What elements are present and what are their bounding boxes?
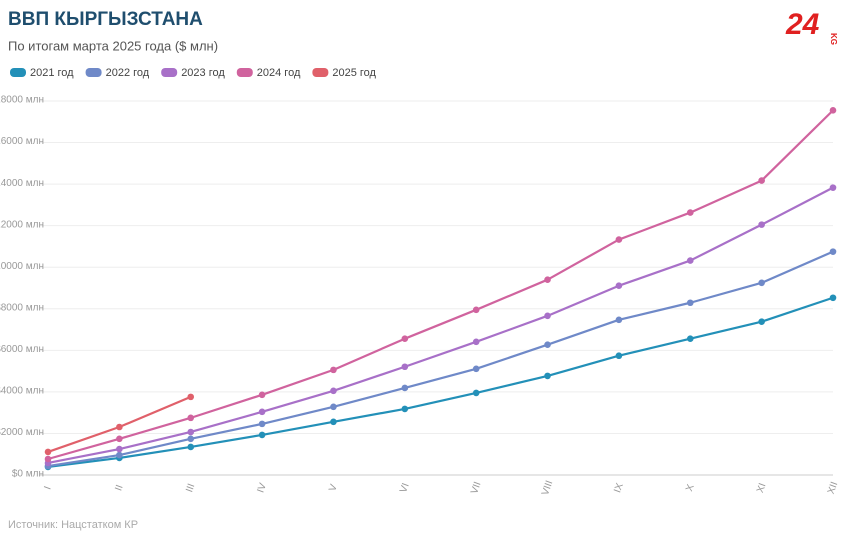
data-point [758, 318, 765, 325]
data-point [330, 418, 337, 426]
x-tick-label: IX [612, 481, 626, 494]
data-point [615, 236, 623, 243]
data-point [258, 408, 266, 416]
data-point [472, 338, 480, 346]
data-point [401, 384, 409, 392]
series-line [47, 109, 834, 461]
data-point [829, 294, 837, 302]
data-point [116, 435, 123, 443]
data-point [258, 431, 266, 439]
data-point [401, 405, 409, 413]
data-point [116, 445, 123, 453]
data-point [544, 276, 551, 283]
data-point [472, 389, 480, 397]
data-point [44, 455, 52, 463]
y-tick-label: $8000 млн [0, 302, 44, 313]
y-tick-label: $16000 млн [0, 136, 44, 147]
legend-label: 2025 год [332, 67, 376, 79]
x-tick-label: III [184, 482, 197, 494]
data-point [472, 306, 480, 314]
chart-subtitle: По итогам марта 2025 года ($ млн) [8, 38, 218, 53]
data-point [615, 282, 623, 290]
legend-label: 2023 год [181, 67, 225, 79]
x-tick-label: VI [398, 482, 412, 495]
data-point [829, 184, 837, 191]
data-point [686, 209, 694, 216]
y-tick-label: $12000 млн [0, 219, 44, 230]
x-tick-label: XI [755, 482, 769, 495]
source: Источник: Нацстатком КР [8, 519, 138, 531]
data-point [187, 393, 195, 401]
logo-sub: KG [829, 33, 838, 45]
data-point [116, 423, 123, 431]
x-tick-label: VIII [540, 479, 555, 497]
series-line [47, 250, 834, 468]
data-point [829, 107, 837, 114]
data-point [116, 451, 123, 459]
series-line [47, 186, 834, 465]
chart-title: ВВП КЫРГЫЗСТАНА [8, 9, 203, 30]
data-point [615, 352, 623, 360]
legend-swatch [161, 68, 178, 77]
x-tick-label: IV [255, 481, 269, 494]
data-point [686, 299, 694, 307]
data-point [401, 335, 409, 342]
data-point [758, 279, 765, 287]
legend-label: 2021 год [30, 67, 74, 79]
y-tick-label: $6000 млн [0, 344, 44, 355]
data-point [187, 435, 195, 443]
legend-swatch [10, 68, 26, 77]
x-tick-label: I [42, 485, 53, 491]
series-line [47, 296, 834, 468]
y-tick-label: $18000 млн [0, 95, 44, 106]
x-tick-label: V [327, 483, 340, 493]
y-tick-label: $0 млн [12, 469, 44, 480]
data-point [686, 335, 694, 342]
legend-swatch [236, 68, 253, 77]
y-tick-label: $2000 млн [0, 427, 44, 438]
y-tick-label: $4000 млн [0, 386, 44, 397]
data-point [686, 257, 694, 264]
data-point [330, 366, 337, 374]
legend-swatch [85, 68, 102, 77]
y-tick-label: $10000 млн [0, 261, 44, 272]
legend-label: 2024 год [257, 67, 301, 79]
data-point [258, 391, 266, 399]
data-point [615, 316, 623, 324]
data-point [44, 448, 52, 456]
x-tick-label: XII [826, 480, 841, 495]
legend-label: 2022 год [106, 67, 150, 79]
x-tick-label: X [684, 483, 697, 493]
data-point [472, 365, 480, 373]
data-point [544, 312, 551, 320]
data-point [187, 428, 195, 436]
data-point [401, 363, 409, 371]
data-point [544, 341, 551, 349]
data-point [544, 372, 551, 380]
data-point [258, 420, 266, 428]
legend-swatch [312, 68, 329, 77]
data-point [829, 248, 837, 255]
x-tick-label: II [113, 484, 125, 493]
logo: 24 [785, 8, 820, 41]
data-point [758, 221, 765, 228]
data-point [187, 414, 195, 422]
y-tick-label: $14000 млн [0, 178, 44, 189]
data-point [330, 387, 337, 395]
data-point [187, 443, 195, 451]
x-tick-label: VII [469, 480, 484, 495]
data-point [330, 403, 337, 411]
data-point [758, 177, 765, 184]
